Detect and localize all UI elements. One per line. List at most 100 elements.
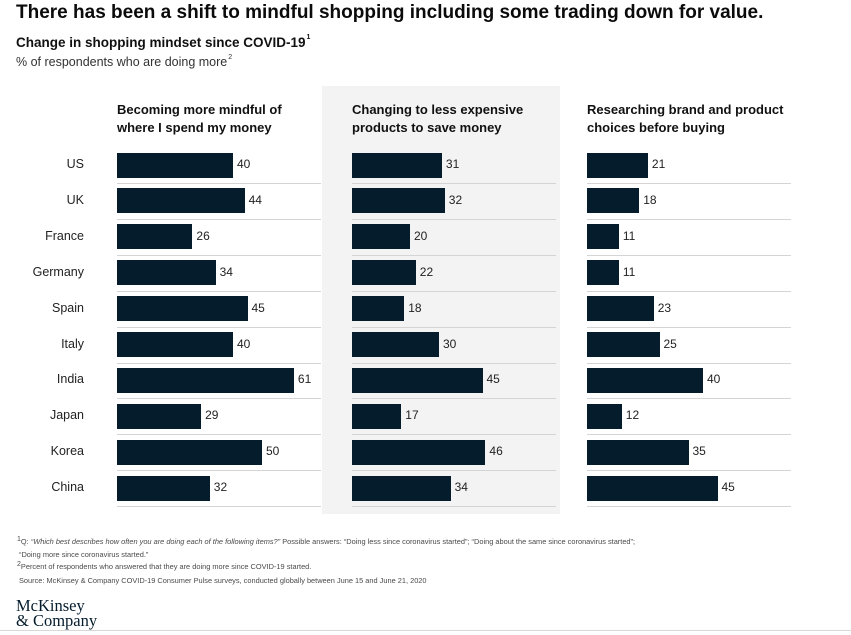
row-gridline [587,326,791,328]
row-gridline [352,398,556,400]
category-label: UK [66,192,84,207]
bar [587,188,640,214]
category-label: Japan [49,408,84,423]
subtitle-text: Change in shopping mindset since COVID-1… [16,35,306,50]
row-gridline [352,434,556,436]
row-gridline [117,326,321,328]
footnote-1-answers: Possible answers: “Doing less since coro… [280,537,636,546]
bar-value-label: 35 [692,444,706,459]
bar [117,296,248,322]
row-gridline [117,290,321,292]
footnote-2-text: Percent of respondents who answered that… [20,562,312,571]
row-gridline [117,254,321,256]
bar-value-label: 34 [219,264,233,279]
row-gridline [587,398,791,400]
category-label: China [51,480,84,495]
category-label: Germany [32,264,84,279]
row-gridline [117,470,321,472]
bar [352,332,439,357]
unit-footnote-ref: 2 [228,54,233,61]
row-gridline [352,218,556,220]
row-gridline [587,434,791,436]
row-gridline [352,290,556,292]
bar-value-label: 20 [414,228,428,243]
footnote-1-marker: 1 [17,536,21,543]
bar-value-label: 45 [251,300,265,315]
bar [117,188,245,214]
category-label: India [56,372,84,387]
bar-value-label: 32 [448,192,463,207]
bar [587,475,718,501]
bar [587,224,619,250]
bar-value-label: 45 [486,372,500,387]
row-gridline [352,506,556,508]
logo-line-2: & Company [16,611,98,630]
bar-value-label: 26 [196,228,210,243]
category-label: France [45,228,84,243]
bar-value-label: 46 [489,444,503,459]
mckinsey-logo: McKinsey & Company [16,596,98,630]
bar [352,260,416,286]
footnote-1-question: “Which best describes how often you are … [30,537,281,546]
bar-value-label: 31 [445,157,460,171]
bar [587,152,648,178]
logo-line-1: McKinsey [16,596,85,615]
bar [587,332,660,357]
bar [117,260,216,286]
bar-value-label: 40 [707,372,721,387]
bar [117,332,233,357]
bar-value-label: 40 [237,336,251,351]
panel-title-line: Researching brand and product [587,102,784,117]
bar-value-label: 11 [622,228,636,243]
row-gridline [587,218,791,220]
category-label: Korea [50,444,84,459]
panel-title-line: choices before buying [587,120,725,135]
row-gridline [117,434,321,436]
row-gridline [587,506,791,508]
bar [352,475,451,501]
bar [587,296,654,322]
bar-value-label: 18 [408,300,422,315]
bar [117,152,233,178]
bar-value-label: 23 [657,300,672,315]
row-gridline [117,218,321,220]
bar [352,296,405,322]
row-gridline [117,506,321,508]
row-gridline [352,326,556,328]
bar [117,439,262,465]
bar [352,403,402,429]
bar-value-label: 21 [651,157,666,171]
bar-value-label: 40 [237,157,251,171]
bar [117,224,193,250]
bar [352,188,445,214]
panel-title: Researching brand and product choices bef… [587,101,783,137]
chart-title: There has been a shift to mindful shoppi… [16,2,764,23]
bar-value-label: 11 [622,264,636,279]
row-gridline [352,362,556,364]
subtitle-footnote-ref: 1 [306,34,311,41]
bar [352,367,483,393]
row-gridline [587,254,791,256]
footnote-1: 1Q: “Which best describes how often you … [16,536,636,546]
bar [117,475,210,501]
row-gridline [352,254,556,256]
bar-value-label: 32 [213,480,228,495]
bottom-divider [0,630,851,631]
row-gridline [587,290,791,292]
bar [352,152,442,178]
panel-title-line: Becoming more mindful of [117,102,282,117]
footnote-2: 2Percent of respondents who answered tha… [16,561,312,571]
bar [352,224,410,250]
bar [587,260,619,286]
bar [117,367,294,393]
panel-title-line: where I spend my money [117,120,272,135]
bar-value-label: 45 [721,480,735,495]
bar [587,367,703,393]
row-gridline [117,183,321,184]
bar [117,403,202,429]
footnote-1-continued: “Doing more since coronavirus started.” [19,550,149,559]
bar-value-label: 34 [454,480,468,495]
category-label: Spain [52,300,84,315]
panel-title-line: Changing to less expensive [352,102,524,117]
row-gridline [352,183,556,184]
